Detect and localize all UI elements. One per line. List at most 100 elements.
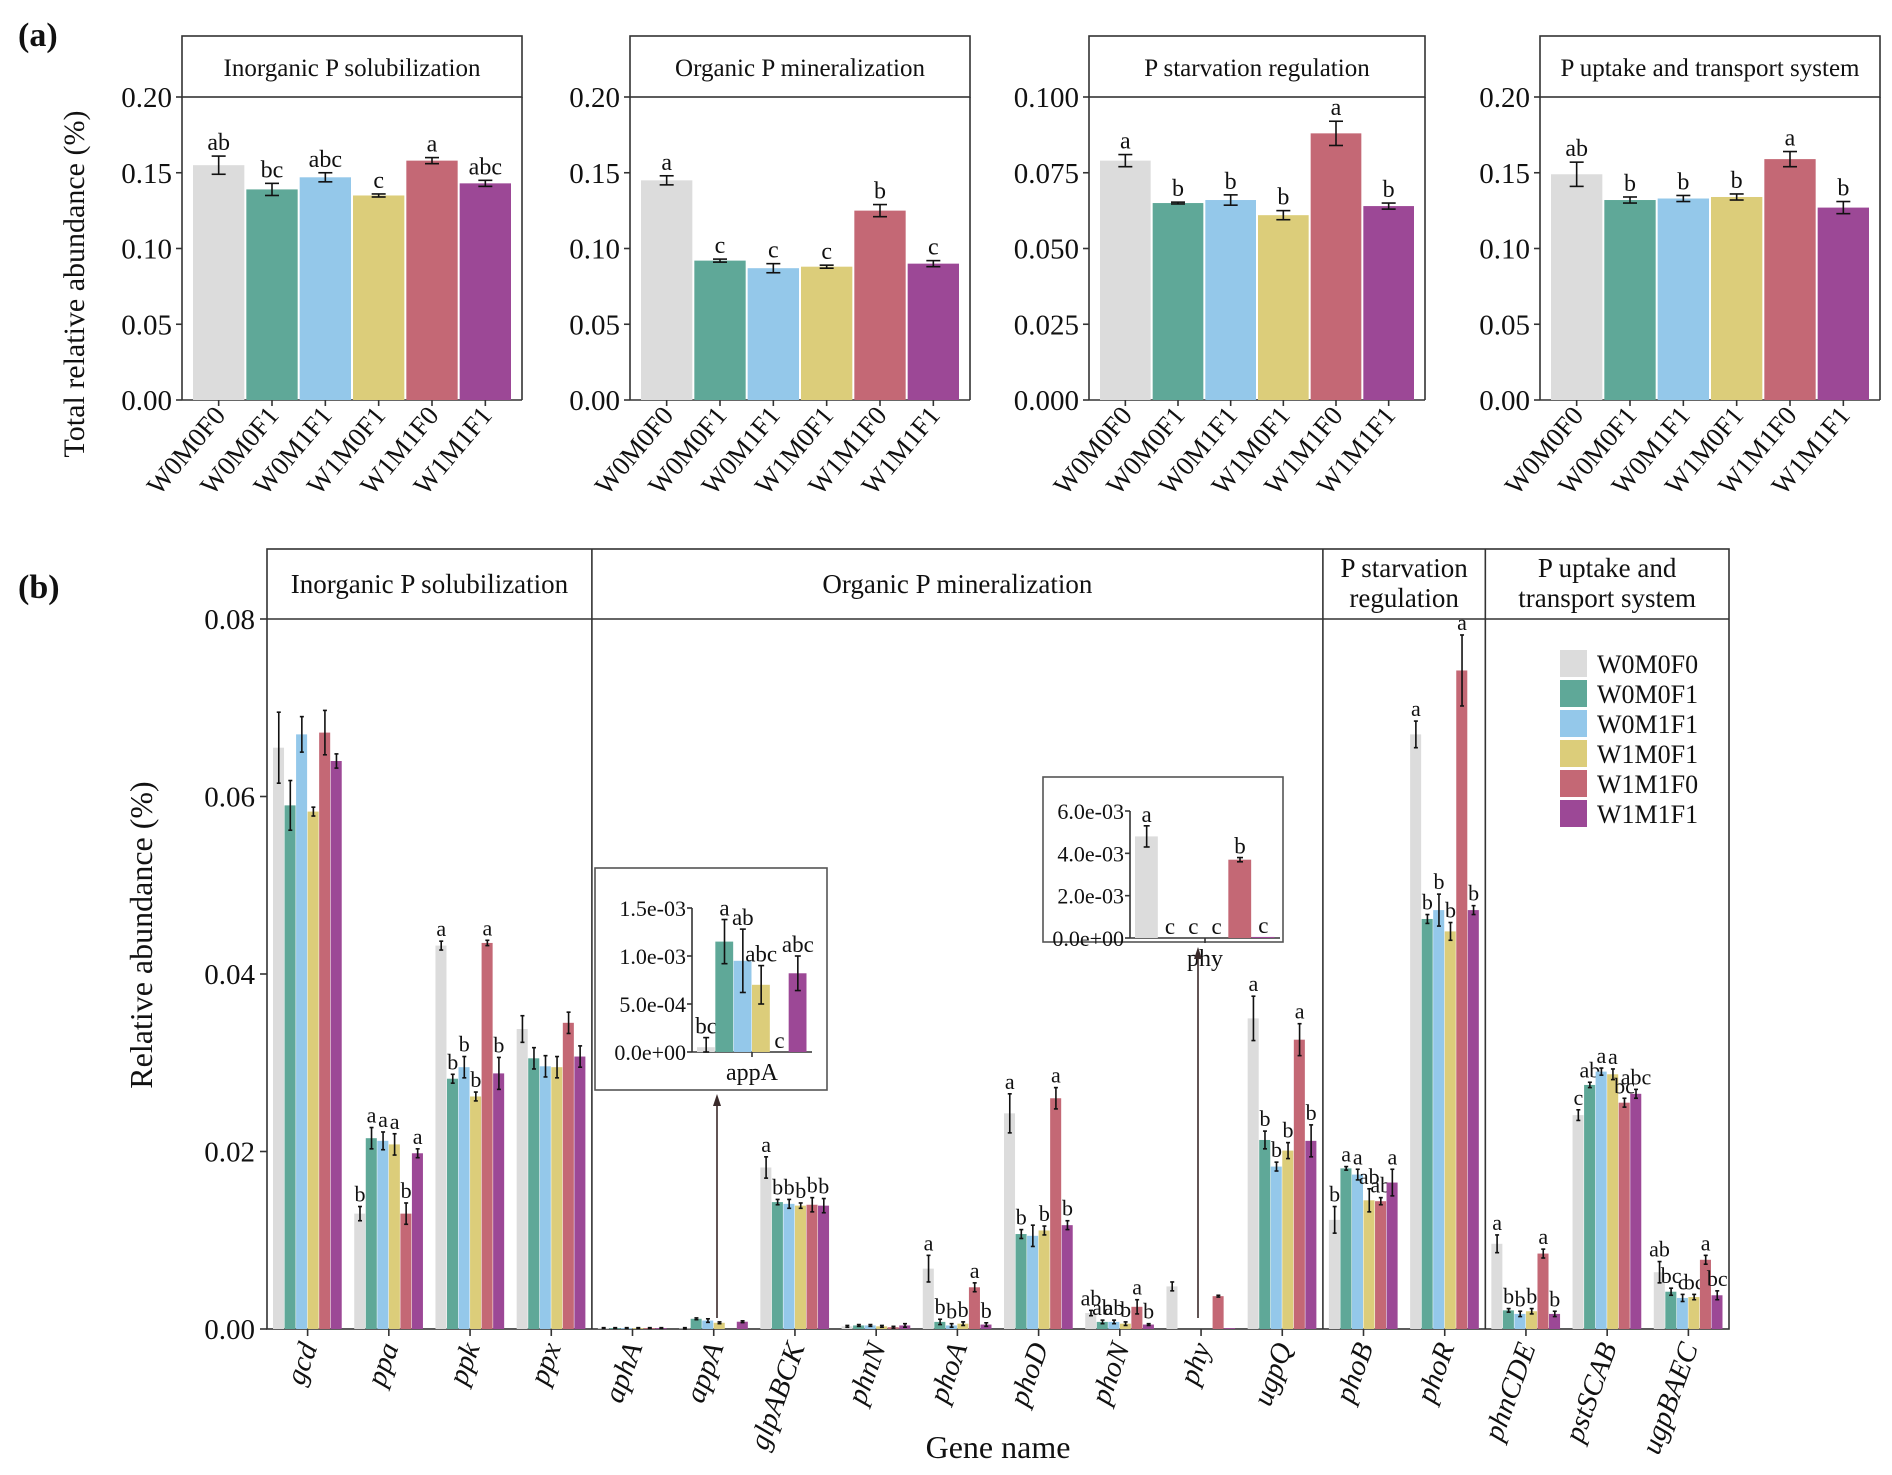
- significance-letter: b: [807, 1173, 818, 1198]
- legend-label: W1M1F0: [1597, 770, 1698, 799]
- inset-bar-W0M0F1: [715, 941, 734, 1052]
- bar-W0M0F0: [1572, 1115, 1584, 1329]
- bar-W0M1F1: [299, 177, 351, 400]
- gene-group-ppa: ba a aba: [354, 1103, 423, 1329]
- bar-W0M0F1: [446, 1078, 459, 1329]
- y-tick-label: 0.05: [121, 309, 172, 341]
- y-tick-label: 0.04: [204, 959, 255, 991]
- significance-letter: a: [1005, 1069, 1015, 1094]
- significance-letter: bc: [1707, 1266, 1728, 1291]
- significance-letter: a: [1538, 1224, 1548, 1249]
- bar-W1M1F1: [1711, 1295, 1723, 1329]
- panel-b-plot: Inorganic P solubilization Organic P mine…: [204, 548, 1730, 1458]
- inset-y-tick-label: 1.5e-03: [619, 896, 686, 921]
- bar-W1M1F1: [818, 1205, 830, 1329]
- bar-W1M1F0: [1293, 1039, 1305, 1329]
- facet-a1: Inorganic P solubilization 0.00 0.05 0.10 0.…: [121, 35, 523, 500]
- significance-letter: b: [772, 1174, 783, 1199]
- y-tick-label: 0.20: [1479, 82, 1530, 114]
- significance-letter: b: [1283, 1118, 1294, 1143]
- gene-group-phoA: ab b bab: [922, 1230, 992, 1329]
- significance-letter: a: [1249, 971, 1259, 996]
- bar-W1M1F1: [1061, 1225, 1073, 1329]
- gene-group-phnCDE: ab b bab: [1491, 1210, 1560, 1329]
- bar-W0M0F0: [435, 945, 447, 1329]
- y-tick-label: 0.00: [1479, 385, 1530, 417]
- facet-strip: [181, 35, 523, 98]
- significance-letter: b: [470, 1067, 481, 1092]
- bar-W1M0F1: [307, 811, 319, 1329]
- bar-W0M0F1: [694, 260, 746, 400]
- significance-letter: c: [1573, 1085, 1583, 1110]
- bar-W0M1F1: [1270, 1166, 1282, 1329]
- bar-W0M0F0: [760, 1167, 772, 1329]
- significance-letter: b: [1383, 177, 1395, 203]
- significance-letter: c: [768, 238, 779, 264]
- significance-letter: b: [946, 1299, 957, 1324]
- significance-letter: a: [1051, 1063, 1061, 1088]
- significance-letter: b: [958, 1297, 969, 1322]
- bar-W1M1F1: [1630, 1093, 1642, 1329]
- group-label: Inorganic P solubilization: [291, 569, 569, 599]
- significance-letter: b: [1515, 1286, 1526, 1311]
- inset-y-tick-label: 4.0e-03: [1057, 841, 1124, 866]
- x-tick-label: ppx: [523, 1338, 568, 1390]
- x-tick-label: ppk: [442, 1337, 487, 1390]
- bar-W1M1F0: [806, 1204, 818, 1329]
- significance-letter: b: [1433, 869, 1444, 894]
- significance-letter: a: [1457, 610, 1467, 635]
- significance-letter: ab: [207, 130, 230, 156]
- inset-y-tick-label: 5.0e-04: [619, 992, 686, 1017]
- bar-W0M0F0: [1247, 1018, 1259, 1329]
- inset-arrow-head: [713, 1094, 721, 1106]
- significance-letter: a: [378, 1107, 388, 1132]
- significance-letter: a: [427, 132, 438, 158]
- significance-letter: b: [1143, 1299, 1154, 1324]
- bar-W0M0F0: [516, 1029, 528, 1329]
- bar-W1M1F0: [1456, 670, 1468, 1329]
- y-tick-label: 0.00: [204, 1314, 255, 1346]
- facet-strip: [629, 35, 971, 98]
- bar-W0M0F1: [853, 1325, 865, 1329]
- bar-W0M0F1: [284, 805, 296, 1329]
- panel-b-frame: [266, 548, 1730, 1330]
- bar-W1M1F0: [1212, 1296, 1224, 1329]
- bar-W0M0F1: [1584, 1084, 1596, 1329]
- bar-W1M1F1: [493, 1073, 505, 1329]
- bar-W1M1F1: [330, 761, 342, 1329]
- significance-letter: a: [1387, 1144, 1397, 1169]
- bar-W1M1F0: [1764, 159, 1816, 400]
- legend-swatch-W1M0F1: [1560, 740, 1587, 767]
- y-tick-label: 0.00: [569, 385, 620, 417]
- x-tick-label: aphA: [598, 1338, 649, 1407]
- significance-letter: b: [493, 1032, 504, 1057]
- bar-W0M1F1: [1514, 1313, 1526, 1329]
- bar-W0M0F1: [1340, 1168, 1352, 1329]
- significance-letter: b: [1259, 1106, 1270, 1131]
- legend-label: W0M0F1: [1597, 680, 1698, 709]
- inset-x-label: appA: [726, 1060, 779, 1086]
- significance-letter: a: [1341, 1142, 1351, 1167]
- significance-letter: ab: [1104, 1295, 1125, 1320]
- inset-significance-letter: a: [719, 896, 729, 921]
- x-tick-label: ppa: [360, 1338, 406, 1392]
- bar-W1M1F0: [1131, 1306, 1143, 1329]
- bar-W0M0F1: [690, 1318, 702, 1329]
- bar-W1M1F1: [907, 263, 959, 400]
- significance-letter: abc: [469, 154, 502, 180]
- bar-W0M0F0: [1328, 1219, 1340, 1329]
- significance-letter: a: [367, 1103, 377, 1128]
- bar-W0M1F1: [864, 1325, 876, 1329]
- bar-W0M1F1: [296, 734, 308, 1329]
- significance-letter: b: [1271, 1137, 1282, 1162]
- legend-swatch-W0M1F1: [1560, 710, 1587, 737]
- bar-W1M1F1: [1363, 206, 1414, 400]
- panel-b-ylabel: Relative abundance (%): [123, 781, 159, 1088]
- bar-W1M0F1: [1525, 1311, 1537, 1329]
